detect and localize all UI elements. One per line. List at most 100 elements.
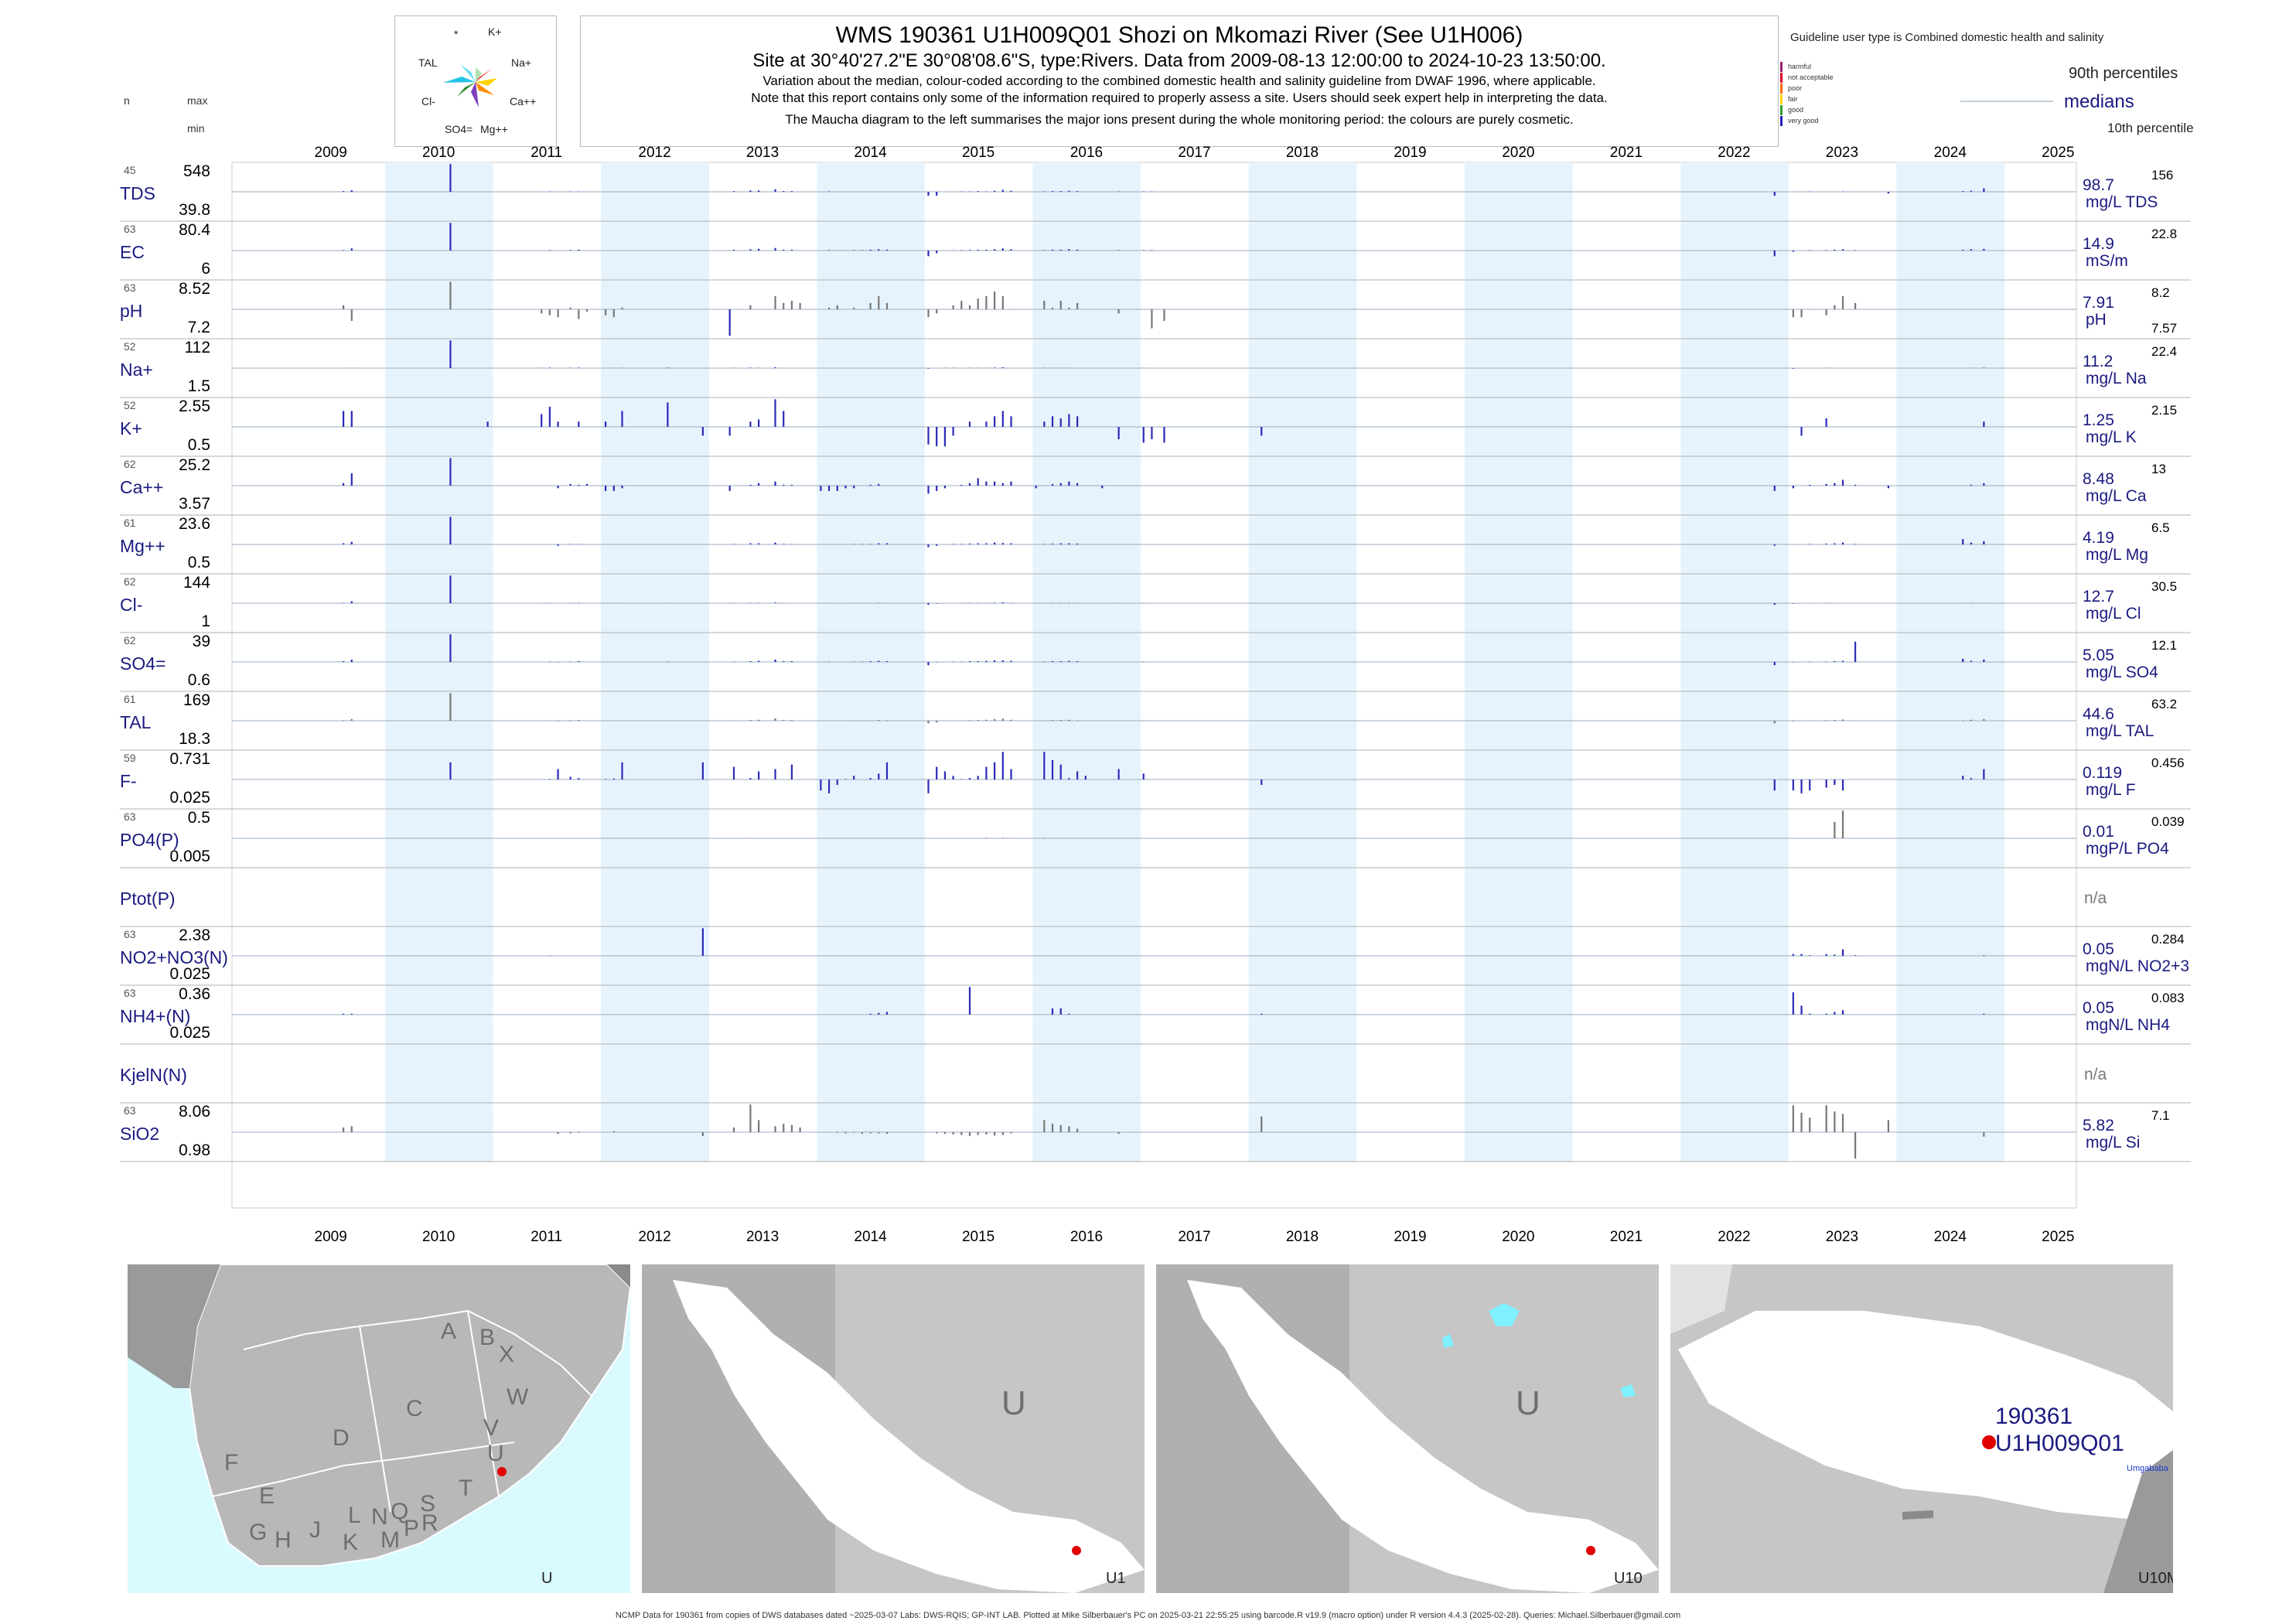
town-label: Umgababa <box>2127 1464 2168 1473</box>
panel-min: 0.005 <box>169 848 210 865</box>
panel-n: 63 <box>124 928 136 940</box>
panel-median: 4.19 <box>2083 529 2114 547</box>
panel-median: 5.05 <box>2083 647 2114 664</box>
year-tick-top: 2022 <box>1718 145 1750 161</box>
footer-note: NCMP Data for 190361 from copies of DWS … <box>615 1611 1681 1620</box>
sa-region-letter: X <box>499 1342 515 1367</box>
panel-min: 7.2 <box>188 319 210 336</box>
year-tick-bottom: 2015 <box>962 1229 994 1245</box>
year-tick-bottom: 2019 <box>1394 1229 1426 1245</box>
panel-min: 0.025 <box>169 965 210 983</box>
panel-unit: mg/L Cl <box>2086 605 2141 623</box>
panel-na: n/a <box>2084 889 2107 907</box>
year-tick-bottom: 2011 <box>531 1229 562 1245</box>
legend-class-label: fair <box>1788 95 1798 103</box>
panel-unit: mg/L K <box>2086 428 2137 446</box>
sa-region-letter: Q <box>391 1499 409 1524</box>
map-site-detail: 190361 U1H009Q01 Umgababa U10M <box>1670 1264 2173 1593</box>
detail-map-label: U10M <box>2138 1570 2173 1587</box>
panel-median: 1.25 <box>2083 411 2114 429</box>
year-tick-top: 2012 <box>638 145 670 161</box>
panel-median: 7.91 <box>2083 294 2114 312</box>
legend-class-label: very good <box>1788 117 1819 125</box>
panel-parameter: SO4= <box>120 653 165 674</box>
sa-region-letter: P <box>404 1516 420 1541</box>
year-tick-bottom: 2014 <box>854 1229 887 1245</box>
site-code-label: U1H009Q01 <box>1995 1431 2124 1456</box>
panel-unit: mgN/L NH4 <box>2086 1016 2170 1034</box>
maucha-label-ca: Ca++ <box>510 95 537 107</box>
maucha-label-tal: TAL <box>418 56 438 69</box>
panel-parameter: Ptot(P) <box>120 889 176 909</box>
sa-region-letter: W <box>507 1384 529 1410</box>
sa-region-letter: D <box>333 1425 350 1451</box>
panel-unit: mgN/L NO2+3 <box>2086 957 2189 975</box>
legend-medians: medians <box>2064 91 2134 112</box>
panel-p90: 2.15 <box>2151 403 2177 418</box>
sa-region-letter: L <box>348 1503 361 1528</box>
panel-min: 0.025 <box>169 1024 210 1042</box>
panel-p90: 0.284 <box>2151 932 2185 947</box>
panel-p90: 0.039 <box>2151 814 2185 829</box>
panel-median: 0.119 <box>2083 764 2122 782</box>
panel-median: 11.2 <box>2083 353 2113 370</box>
sa-region-letter: F <box>224 1450 239 1476</box>
panel-median: 98.7 <box>2083 176 2114 194</box>
maucha-label-so4: SO4= <box>445 123 473 135</box>
panel-unit: mg/L Mg <box>2086 546 2148 564</box>
sa-map-label: U <box>541 1570 553 1587</box>
panel-min: 0.5 <box>188 554 210 571</box>
panel-p90: 12.1 <box>2151 638 2177 653</box>
panel-median: 12.7 <box>2083 588 2114 606</box>
panel-median: 0.05 <box>2083 940 2114 958</box>
note-line-2: Note that this report contains only some… <box>751 90 1608 105</box>
panel-p90: 156 <box>2151 168 2173 183</box>
year-tick-top: 2019 <box>1394 145 1426 161</box>
panel-max: 169 <box>183 691 210 709</box>
legend-swatch-3 <box>1780 94 1783 104</box>
panel-unit: mg/L TDS <box>2086 193 2158 211</box>
u10-map-label: U10 <box>1614 1570 1643 1587</box>
legend-swatch-4 <box>1780 105 1783 115</box>
year-tick-top: 2020 <box>1502 145 1534 161</box>
panel-parameter: EC <box>120 242 145 262</box>
u1-map-label: U1 <box>1106 1570 1126 1587</box>
panel-parameter: K+ <box>120 418 142 438</box>
panel-n: 62 <box>124 575 136 588</box>
sa-region-letter: S <box>420 1491 436 1517</box>
panel-p90: 22.4 <box>2151 344 2177 359</box>
panel-parameter: KjelN(N) <box>120 1065 187 1085</box>
legend-class-label: harmful <box>1788 63 1812 70</box>
year-tick-top: 2011 <box>531 145 562 161</box>
year-tick-bottom: 2010 <box>422 1229 455 1245</box>
panel-median: 14.9 <box>2083 235 2114 253</box>
sa-region-letter: K <box>343 1530 359 1555</box>
barcode-chart: 2009 2009 2010 2010 2011 2011 2012 2012 2013 2013… <box>120 145 2191 1245</box>
panel-p10: 7.57 <box>2151 321 2177 336</box>
legend-swatch-2 <box>1780 84 1783 94</box>
panel-parameter: Mg++ <box>120 536 165 556</box>
panel-n: 63 <box>124 810 136 823</box>
col-min-header: min <box>187 122 205 135</box>
panel-min: 0.98 <box>179 1141 210 1159</box>
year-tick-top: 2021 <box>1610 145 1643 161</box>
panel-n: 62 <box>124 458 136 470</box>
panel-max: 8.06 <box>179 1103 210 1121</box>
page-title: WMS 190361 U1H009Q01 Shozi on Mkomazi Ri… <box>835 22 1523 48</box>
panel-parameter: SiO2 <box>120 1124 159 1144</box>
legend-swatch-0 <box>1780 62 1783 72</box>
year-tick-bottom: 2012 <box>638 1229 670 1245</box>
year-tick-top: 2010 <box>422 145 455 161</box>
maucha-label-mg: Mg++ <box>480 123 508 135</box>
legend-class-label: good <box>1788 106 1804 114</box>
panel-max: 0.731 <box>169 750 210 768</box>
panel-n: 59 <box>124 752 136 764</box>
u1-catchment-letter: U <box>1001 1384 1026 1422</box>
legend-swatch-5 <box>1780 116 1783 126</box>
panel-min: 1 <box>201 612 210 630</box>
title-block: WMS 190361 U1H009Q01 Shozi on Mkomazi Ri… <box>580 15 1779 147</box>
maucha-diagram: * K+ TAL Na+ Cl- Ca++ SO4= Mg++ <box>394 15 557 147</box>
panel-max: 8.52 <box>179 280 210 298</box>
panel-parameter: PO4(P) <box>120 830 179 850</box>
panel-parameter: Ca++ <box>120 477 163 497</box>
